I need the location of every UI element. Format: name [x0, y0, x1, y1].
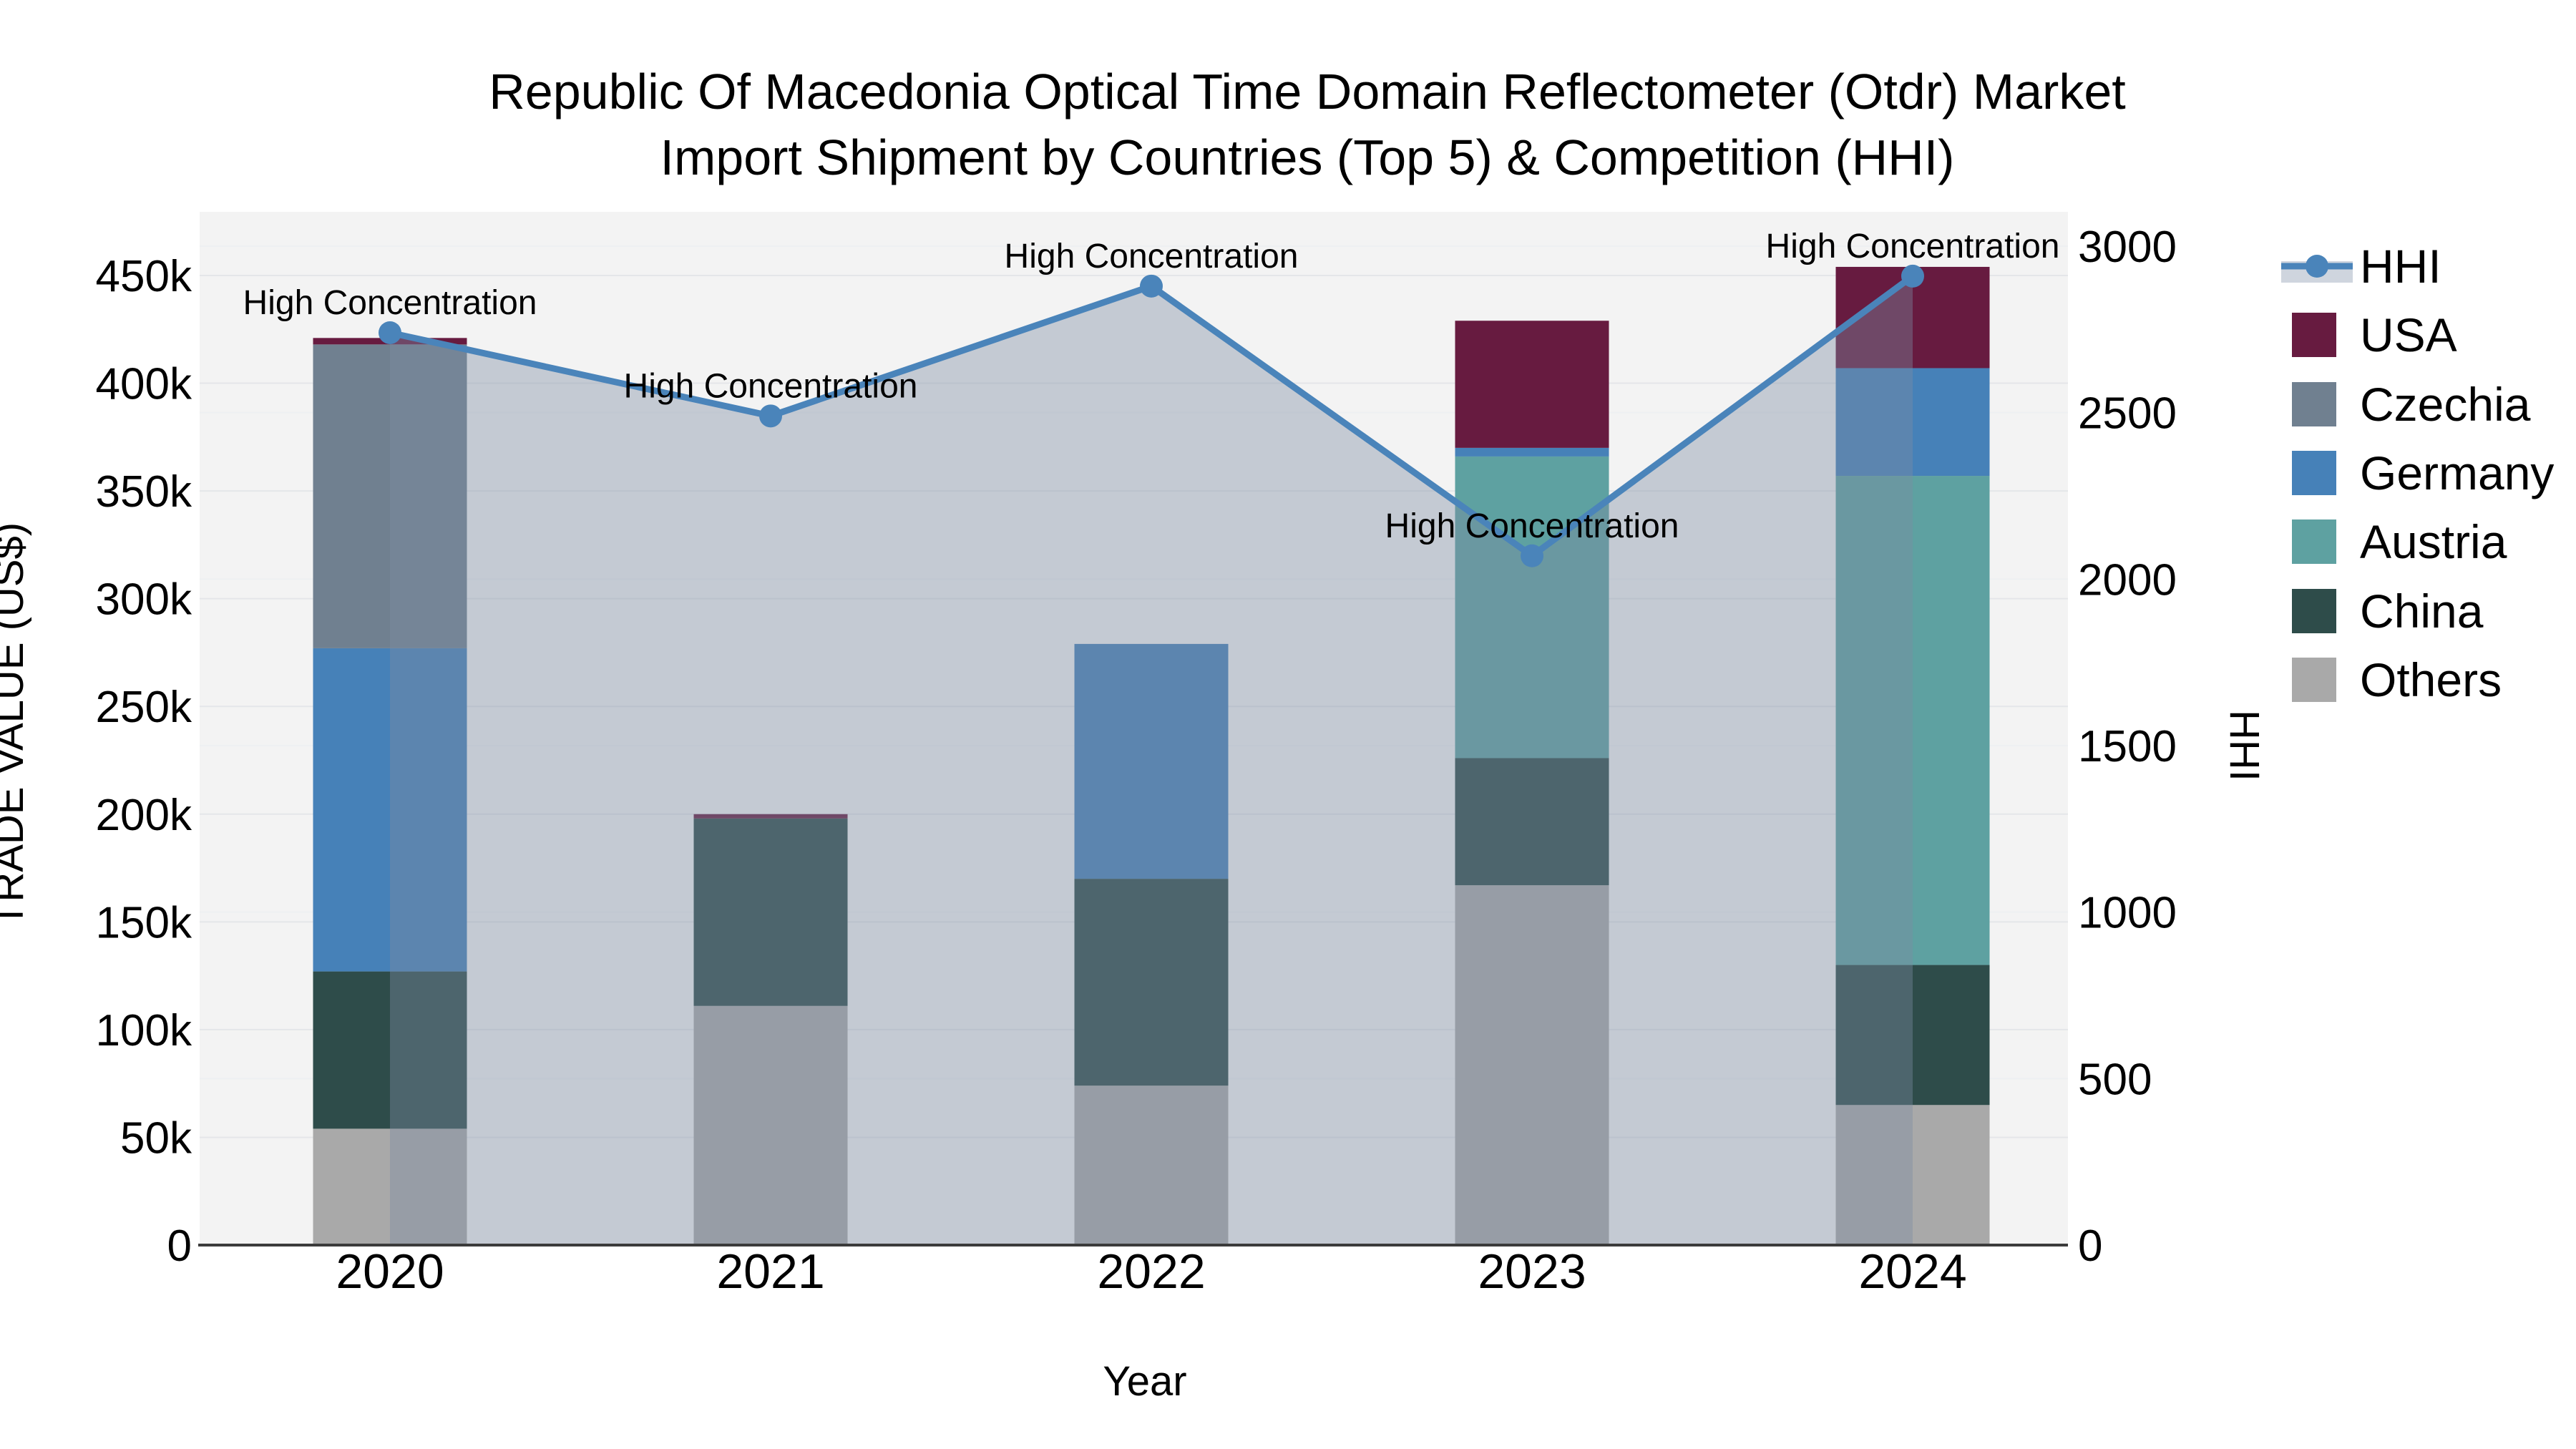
bar-segment-czechia-2020[interactable] — [313, 344, 467, 648]
bar-segment-usa-2021[interactable] — [693, 814, 848, 819]
legend-item-czechia[interactable]: Czechia — [2292, 378, 2531, 431]
legend-item-hhi[interactable]: HHI — [2281, 240, 2441, 293]
right-axis-title: HHI — [2221, 710, 2268, 781]
bar-segment-austria-2023[interactable] — [1455, 456, 1609, 758]
legend-swatch-germany — [2292, 451, 2336, 495]
legend-swatch-austria — [2292, 519, 2336, 564]
left-axis-title: TRADE VALUE (US$) — [0, 522, 32, 927]
bar-segment-china-2020[interactable] — [313, 971, 467, 1129]
x-tick-label-2021: 2021 — [716, 1244, 824, 1299]
right-tick-label: 1500 — [2078, 722, 2177, 771]
hhi-area-fill — [390, 275, 1913, 1245]
right-tick-label: 500 — [2078, 1055, 2152, 1104]
bar-segment-others-2024[interactable] — [1835, 1105, 1990, 1245]
legend-swatch-czechia — [2292, 382, 2336, 426]
bar-segment-germany-2020[interactable] — [313, 648, 467, 972]
bar-segment-germany-2023[interactable] — [1455, 447, 1609, 457]
bar-segment-usa-2023[interactable] — [1455, 321, 1609, 448]
chart-title-line1: Republic Of Macedonia Optical Time Domai… — [489, 64, 2125, 119]
legend-label-usa: USA — [2360, 308, 2457, 361]
x-tick-label-2024: 2024 — [1858, 1244, 1966, 1299]
annotation-high-concentration-2021: High Concentration — [624, 367, 918, 405]
left-tick-label: 0 — [167, 1221, 192, 1271]
left-tick-label: 150k — [96, 898, 192, 947]
legend-label-germany: Germany — [2360, 447, 2554, 499]
bar-segment-germany-2024[interactable] — [1835, 368, 1990, 477]
annotation-high-concentration-2022: High Concentration — [1005, 238, 1299, 275]
hhi-marker-2023[interactable] — [1521, 544, 1543, 567]
hhi-marker-2021[interactable] — [759, 404, 782, 428]
bar-segment-others-2023[interactable] — [1455, 885, 1609, 1245]
x-tick-label-2023: 2023 — [1478, 1244, 1586, 1299]
legend-label-czechia: Czechia — [2360, 378, 2531, 431]
legend-item-china[interactable]: China — [2292, 585, 2484, 638]
bar-segment-others-2022[interactable] — [1074, 1085, 1229, 1245]
bar-segment-austria-2024[interactable] — [1835, 476, 1990, 965]
right-tick-label: 2500 — [2078, 389, 2177, 439]
legend-label-china: China — [2360, 585, 2484, 638]
legend-label-hhi: HHI — [2360, 240, 2441, 293]
legend-item-usa[interactable]: USA — [2292, 308, 2457, 361]
hhi-marker-2024[interactable] — [1901, 264, 1924, 288]
hhi-marker-2022[interactable] — [1140, 274, 1163, 298]
left-tick-label: 250k — [96, 683, 192, 732]
left-tick-label: 200k — [96, 791, 192, 840]
legend-item-germany[interactable]: Germany — [2292, 447, 2554, 499]
bar-segment-china-2023[interactable] — [1455, 758, 1609, 886]
legend-swatch-china — [2292, 589, 2336, 633]
chart-title-line2: Import Shipment by Countries (Top 5) & C… — [660, 130, 1955, 185]
annotation-high-concentration-2020: High Concentration — [243, 284, 537, 322]
left-tick-label: 450k — [96, 252, 192, 301]
bar-segment-others-2020[interactable] — [313, 1128, 467, 1245]
right-tick-label: 2000 — [2078, 555, 2177, 605]
annotation-high-concentration-2023: High Concentration — [1385, 507, 1679, 545]
right-tick-label: 0 — [2078, 1221, 2102, 1271]
legend-item-others[interactable]: Others — [2292, 653, 2502, 706]
bar-segment-china-2024[interactable] — [1835, 965, 1990, 1106]
right-tick-label: 1000 — [2078, 889, 2177, 938]
legend-swatch-usa — [2292, 313, 2336, 357]
legend-label-austria: Austria — [2360, 515, 2507, 568]
bar-segment-china-2021[interactable] — [693, 818, 848, 1006]
bar-segment-others-2021[interactable] — [693, 1005, 848, 1245]
bar-segment-germany-2022[interactable] — [1074, 643, 1229, 879]
x-axis-title: Year — [1103, 1358, 1186, 1405]
annotation-high-concentration-2024: High Concentration — [1766, 228, 2060, 265]
legend-hhi-marker-icon — [2306, 255, 2328, 278]
x-tick-label-2020: 2020 — [336, 1244, 444, 1299]
left-tick-label: 50k — [120, 1113, 192, 1163]
legend-swatch-others — [2292, 658, 2336, 702]
x-tick-label-2022: 2022 — [1097, 1244, 1205, 1299]
left-tick-label: 350k — [96, 467, 192, 517]
left-tick-label: 400k — [96, 360, 192, 409]
hhi-marker-2020[interactable] — [379, 321, 401, 344]
legend-item-austria[interactable]: Austria — [2292, 515, 2507, 568]
legend-label-others: Others — [2360, 653, 2502, 706]
bar-segment-china-2022[interactable] — [1074, 879, 1229, 1086]
left-tick-label: 300k — [96, 575, 192, 625]
right-tick-label: 3000 — [2078, 223, 2177, 272]
left-tick-label: 100k — [96, 1006, 192, 1055]
